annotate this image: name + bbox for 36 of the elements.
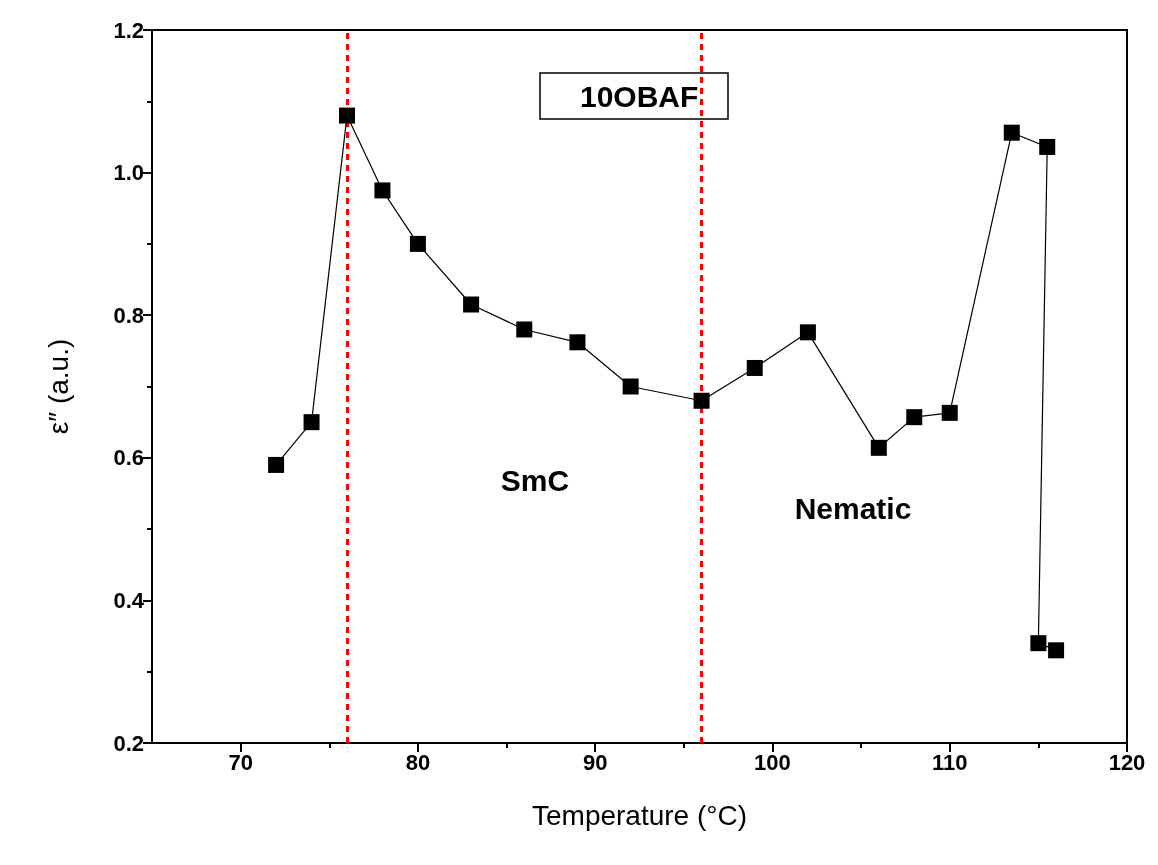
point	[746, 359, 763, 376]
point	[463, 296, 480, 313]
point	[268, 456, 285, 473]
x-tick-label: 110	[931, 749, 968, 775]
x-tick-label: 90	[582, 749, 608, 775]
point	[409, 235, 426, 252]
point	[870, 439, 887, 456]
point	[303, 414, 320, 431]
y-tick-label: 0.6	[113, 445, 144, 471]
point	[516, 321, 533, 338]
annotation: Nematic	[794, 491, 912, 525]
point	[622, 378, 639, 395]
y-tick-label: 1.2	[113, 17, 144, 43]
y-axis-title: ε″ (a.u.)	[42, 338, 74, 435]
y-tick-label: 0.2	[113, 730, 144, 756]
annotation: SmC	[500, 463, 570, 497]
point	[569, 334, 586, 351]
point	[941, 404, 958, 421]
x-tick-label: 80	[405, 749, 431, 775]
x-tick-label: 70	[228, 749, 253, 775]
x-tick-label: 100	[754, 749, 791, 775]
point	[1039, 138, 1056, 155]
point	[1003, 124, 1020, 141]
point	[1030, 635, 1047, 652]
point	[799, 324, 816, 341]
x-tick-label: 120	[1108, 749, 1146, 775]
point	[693, 392, 710, 409]
point	[1048, 642, 1065, 659]
point	[339, 107, 355, 124]
text: 10OBAF	[580, 79, 699, 113]
y-tick-label: 1.0	[113, 160, 144, 186]
point	[374, 182, 391, 199]
y-tick-label: 0.8	[113, 302, 144, 328]
y-tick-label: 0.4	[113, 587, 145, 613]
x-axis-title: Temperature (°C)	[531, 799, 748, 831]
point	[906, 409, 923, 426]
